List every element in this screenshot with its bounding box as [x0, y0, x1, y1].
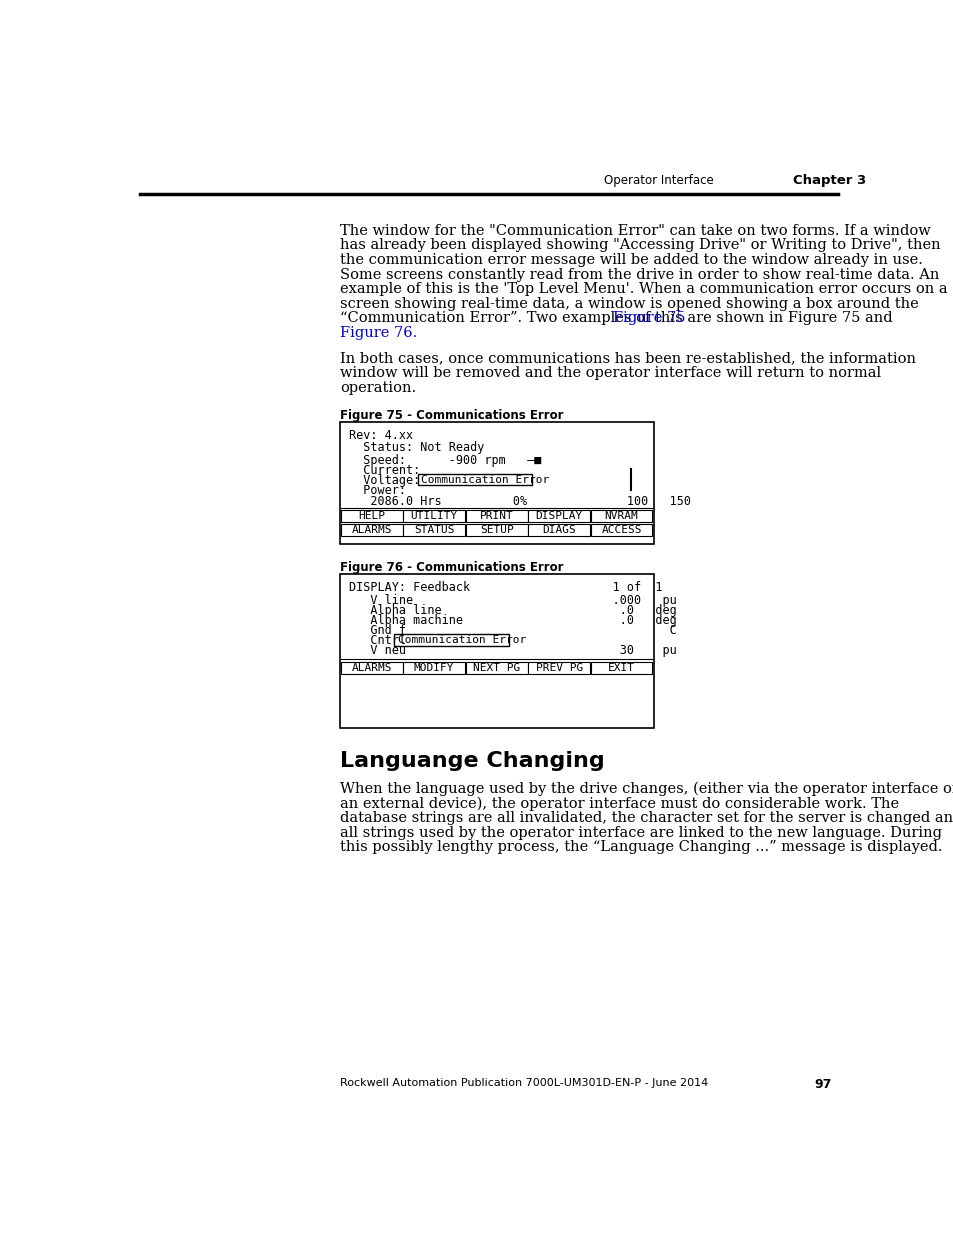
Bar [340, 662, 402, 674]
Text: MODIFY: MODIFY [414, 663, 454, 673]
Text: example of this is the 'Top Level Menu'. When a communication error occurs on a: example of this is the 'Top Level Menu'.… [340, 282, 946, 296]
Bar [465, 662, 527, 674]
Text: UTILITY: UTILITY [410, 511, 457, 521]
Text: PREV PG: PREV PG [535, 663, 582, 673]
Bar [403, 662, 464, 674]
Text: Chapter 3: Chapter 3 [793, 174, 866, 186]
Text: window will be removed and the operator interface will return to normal: window will be removed and the operator … [340, 366, 881, 380]
Text: Speed:      -900 rpm   —■: Speed: -900 rpm —■ [349, 454, 541, 467]
Text: Operator Interface: Operator Interface [603, 174, 713, 186]
Text: this possibly lengthy process, the “Language Changing ...” message is displayed.: this possibly lengthy process, the “Lang… [340, 841, 942, 855]
Text: The window for the "Communication Error" can take on two forms. If a window: The window for the "Communication Error"… [340, 224, 930, 237]
Text: 2086.0 Hrs          0%              100   150: 2086.0 Hrs 0% 100 150 [349, 495, 691, 509]
Text: the communication error message will be added to the window already in use.: the communication error message will be … [340, 253, 923, 267]
Text: NVRAM: NVRAM [604, 511, 638, 521]
Text: has already been displayed showing "Accessing Drive" or Writing to Drive", then: has already been displayed showing "Acce… [340, 238, 940, 252]
Bar [340, 524, 402, 536]
Text: DIAGS: DIAGS [541, 525, 576, 535]
Bar [528, 662, 589, 674]
Text: NEXT PG: NEXT PG [473, 663, 519, 673]
Text: In both cases, once communications has been re-established, the information: In both cases, once communications has b… [340, 352, 915, 366]
Bar [417, 474, 532, 485]
Text: ACCESS: ACCESS [600, 525, 641, 535]
Text: Rev: 4.xx: Rev: 4.xx [349, 430, 413, 442]
Text: Figure 75 - Communications Error: Figure 75 - Communications Error [340, 409, 563, 422]
Text: an external device), the operator interface must do considerable work. The: an external device), the operator interf… [340, 797, 899, 811]
Bar [590, 510, 652, 522]
Text: Status: Not Ready: Status: Not Ready [349, 441, 484, 453]
Text: V line                            .000   pu: V line .000 pu [349, 594, 677, 608]
Text: Languange Changing: Languange Changing [340, 751, 604, 771]
Text: Rockwell Automation Publication 7000L-UM301D-EN-P - June 2014: Rockwell Automation Publication 7000L-UM… [340, 1078, 708, 1088]
Bar [590, 662, 652, 674]
Bar [403, 524, 464, 536]
Text: Some screens constantly read from the drive in order to show real-time data. An: Some screens constantly read from the dr… [340, 268, 939, 282]
Text: Alpha line                         .0   deg: Alpha line .0 deg [349, 604, 677, 618]
Text: EXIT: EXIT [607, 663, 635, 673]
Bar [590, 524, 652, 536]
Text: Alpha machine                      .0   deg: Alpha machine .0 deg [349, 614, 677, 627]
Text: SETUP: SETUP [479, 525, 513, 535]
Text: STATUS: STATUS [414, 525, 454, 535]
Bar [528, 510, 589, 522]
Text: Gnd f                                     C: Gnd f C [349, 624, 677, 637]
Bar [340, 510, 402, 522]
Text: Figure 75: Figure 75 [613, 311, 685, 326]
Text: ALARMS: ALARMS [351, 663, 392, 673]
Text: Voltage:: Voltage: [349, 474, 420, 487]
Bar [465, 524, 527, 536]
Text: V neu                              30    pu: V neu 30 pu [349, 645, 677, 657]
Text: Communication Error: Communication Error [397, 635, 526, 645]
Text: Communication Error: Communication Error [421, 474, 549, 484]
Bar [465, 510, 527, 522]
Text: Current:: Current: [349, 464, 420, 477]
Bar [394, 634, 509, 646]
Text: HELP: HELP [358, 511, 385, 521]
Text: 97: 97 [814, 1078, 831, 1091]
Bar [403, 510, 464, 522]
Text: ALARMS: ALARMS [351, 525, 392, 535]
Text: PRINT: PRINT [479, 511, 513, 521]
Bar [340, 574, 654, 727]
Bar [340, 422, 654, 543]
Text: Cntrl: Cntrl [349, 634, 406, 647]
Text: DISPLAY: Feedback                    1 of  1: DISPLAY: Feedback 1 of 1 [349, 580, 662, 594]
Text: Power:: Power: [349, 484, 406, 496]
Text: all strings used by the operator interface are linked to the new language. Durin: all strings used by the operator interfa… [340, 826, 942, 840]
Text: screen showing real-time data, a window is opened showing a box around the: screen showing real-time data, a window … [340, 296, 918, 311]
Text: database strings are all invalidated, the character set for the server is change: database strings are all invalidated, th… [340, 811, 953, 825]
Text: Figure 76.: Figure 76. [340, 326, 416, 340]
Text: When the language used by the drive changes, (either via the operator interface : When the language used by the drive chan… [340, 782, 953, 797]
Text: “Communication Error”. Two examples of this are shown in Figure 75 and: “Communication Error”. Two examples of t… [340, 311, 892, 326]
Text: DISPLAY: DISPLAY [535, 511, 582, 521]
Bar [528, 524, 589, 536]
Text: operation.: operation. [340, 380, 416, 395]
Text: Figure 76 - Communications Error: Figure 76 - Communications Error [340, 561, 563, 574]
